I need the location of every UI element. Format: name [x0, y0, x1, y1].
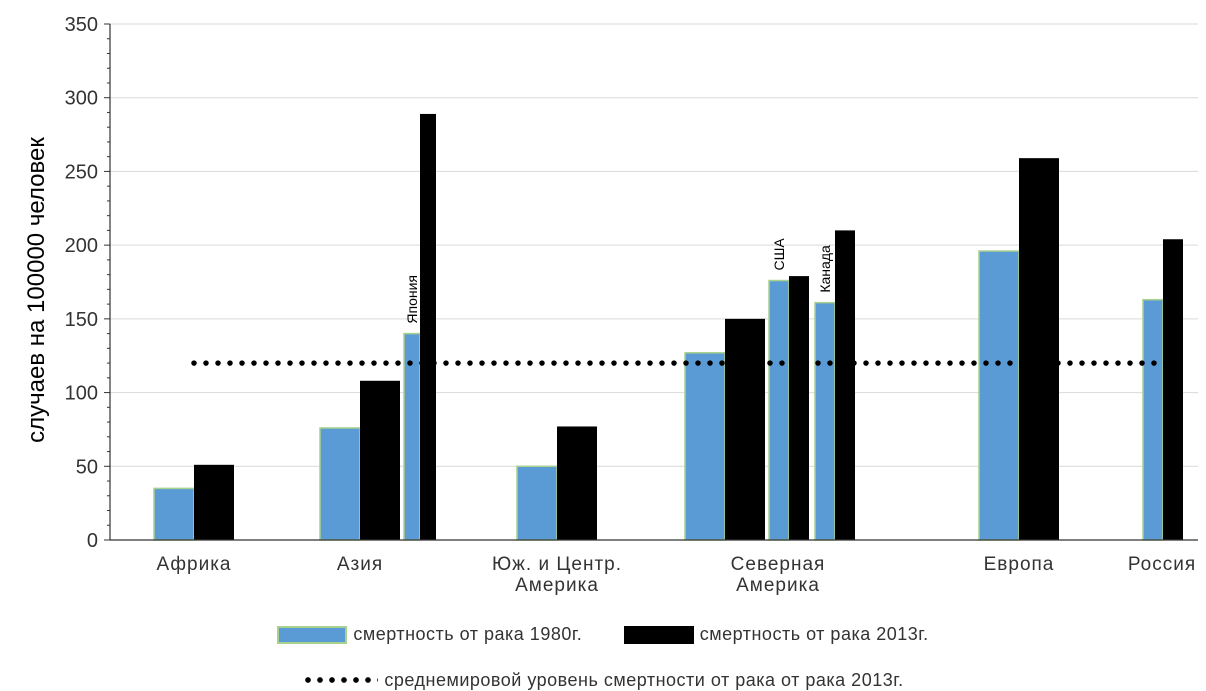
legend-row-2: среднемировой уровень смертности от рака… [0, 667, 1206, 691]
bar-1980 [153, 487, 195, 541]
legend-label-2013: смертность от рака 2013г. [699, 624, 929, 644]
bar-1980 [768, 279, 790, 541]
y-tick-label: 350 [65, 14, 98, 36]
bar-annotation: Япония [404, 275, 420, 324]
y-tick-label: 100 [65, 383, 98, 405]
bar-2013 [557, 426, 597, 540]
y-tick-label: 300 [65, 88, 98, 110]
x-category-label: Америка [736, 575, 820, 596]
bar-annotation: Канада [817, 245, 833, 293]
bar-2013 [360, 380, 400, 540]
legend-swatch-2013 [623, 625, 694, 644]
bar-2013 [420, 113, 436, 540]
bar-2013 [1163, 239, 1183, 540]
legend-label-1980: смертность от рака 1980г. [353, 624, 583, 644]
y-axis: 0 50 100 150 200 250 300 350 [65, 14, 111, 552]
x-axis: Африка Азия Юж. и Центр.АмерикаСевернаяАме… [110, 539, 1198, 596]
y-tick-label: 150 [65, 309, 98, 331]
bar-annotations: Япония США Канада [404, 238, 833, 324]
y-axis-label: случаев на 100000 человек [23, 137, 50, 443]
legend-row-1: смертность от рака 1980г. смертность от … [0, 624, 1206, 649]
x-category-label: Америка [515, 575, 599, 596]
legend-label-reference: среднемировой уровень смертности от рака… [384, 669, 904, 690]
bar-annotation: США [771, 238, 787, 271]
bar-2013 [835, 230, 855, 540]
bar-2013 [789, 276, 809, 540]
x-category-label: Россия [1128, 554, 1196, 575]
bar-1980 [978, 250, 1020, 541]
bar-1980 [814, 301, 836, 541]
x-category-label: Юж. и Центр. [492, 554, 622, 575]
bar-1980 [684, 352, 726, 541]
y-tick-label: 0 [87, 530, 98, 552]
x-category-label: Европа [984, 554, 1055, 575]
x-category-label: Северная [731, 554, 826, 575]
bar-1980 [1142, 298, 1164, 541]
bar-2013 [725, 318, 765, 540]
bar-2013 [194, 464, 234, 540]
y-tick-label: 50 [76, 456, 98, 478]
legend-item-1980: смертность от рака 1980г. [277, 624, 582, 645]
legend-item-2013: смертность от рака 2013г. [623, 624, 929, 645]
bar-1980 [319, 427, 361, 541]
x-category-label: Африка [157, 554, 232, 575]
legend-item-reference: среднемировой уровень смертности от рака… [302, 670, 903, 691]
y-tick-label: 200 [65, 235, 98, 257]
gridlines [110, 23, 1198, 467]
legend-dotted-line-icon [302, 677, 379, 683]
bars [153, 113, 1183, 541]
x-category-label: Азия [337, 554, 383, 575]
bar-1980 [516, 465, 558, 541]
y-tick-label: 250 [65, 161, 98, 183]
legend-swatch-1980 [277, 625, 348, 644]
bar-2013 [1019, 158, 1059, 540]
